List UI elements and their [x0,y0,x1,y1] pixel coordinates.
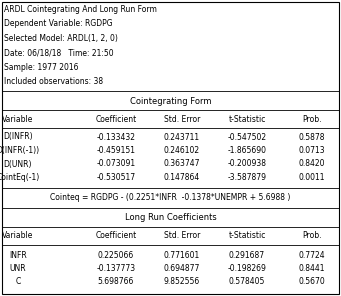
Text: 5.698766: 5.698766 [98,278,134,287]
Text: Dependent Variable: RGDPG: Dependent Variable: RGDPG [4,20,113,28]
Text: -0.547502: -0.547502 [227,133,267,141]
Text: Coefficient: Coefficient [95,115,137,123]
Text: Variable: Variable [2,115,34,123]
Text: Sample: 1977 2016: Sample: 1977 2016 [4,63,78,72]
Text: Coefficient: Coefficient [95,231,137,240]
Text: D(INFR(-1)): D(INFR(-1)) [0,146,40,155]
Text: -0.198269: -0.198269 [227,264,266,273]
Text: 0.8441: 0.8441 [299,264,325,273]
Text: D(INFR): D(INFR) [3,133,33,141]
Text: Prob.: Prob. [302,115,322,123]
Text: 0.8420: 0.8420 [299,160,325,168]
Text: Prob.: Prob. [302,231,322,240]
Text: 0.0011: 0.0011 [299,173,325,182]
Text: -0.073091: -0.073091 [97,160,136,168]
Text: 0.7724: 0.7724 [299,250,325,260]
Text: Date: 06/18/18   Time: 21:50: Date: 06/18/18 Time: 21:50 [4,49,114,57]
Text: CointEq(-1): CointEq(-1) [0,173,40,182]
Text: Included observations: 38: Included observations: 38 [4,78,103,86]
Text: Selected Model: ARDL(1, 2, 0): Selected Model: ARDL(1, 2, 0) [4,34,118,43]
Text: -0.530517: -0.530517 [97,173,136,182]
Text: UNR: UNR [10,264,26,273]
Text: Std. Error: Std. Error [164,115,200,123]
Text: -0.137773: -0.137773 [97,264,136,273]
Text: 0.5670: 0.5670 [299,278,325,287]
Text: -0.200938: -0.200938 [227,160,267,168]
Text: 0.5878: 0.5878 [299,133,325,141]
Text: 0.578405: 0.578405 [229,278,265,287]
Text: Std. Error: Std. Error [164,231,200,240]
Text: 0.0713: 0.0713 [299,146,325,155]
Text: t-Statistic: t-Statistic [228,115,266,123]
Text: ARDL Cointegrating And Long Run Form: ARDL Cointegrating And Long Run Form [4,5,157,14]
Text: -3.587879: -3.587879 [227,173,267,182]
Text: Long Run Coefficients: Long Run Coefficients [124,213,217,223]
Text: Cointegrating Form: Cointegrating Form [130,96,211,105]
Text: t-Statistic: t-Statistic [228,231,266,240]
Text: 0.243711: 0.243711 [164,133,200,141]
Text: 0.225066: 0.225066 [98,250,134,260]
Text: D(UNR): D(UNR) [4,160,32,168]
Text: 0.291687: 0.291687 [229,250,265,260]
Text: 0.363747: 0.363747 [164,160,200,168]
Text: C: C [15,278,20,287]
Text: Variable: Variable [2,231,34,240]
Text: 0.246102: 0.246102 [164,146,200,155]
Text: 0.771601: 0.771601 [164,250,200,260]
Text: -0.459151: -0.459151 [97,146,135,155]
Text: 0.694877: 0.694877 [164,264,200,273]
Text: 0.147864: 0.147864 [164,173,200,182]
Text: INFR: INFR [9,250,27,260]
Text: 9.852556: 9.852556 [164,278,200,287]
Text: -0.133432: -0.133432 [97,133,135,141]
Text: Cointeq = RGDPG - (0.2251*INFR  -0.1378*UNEMPR + 5.6988 ): Cointeq = RGDPG - (0.2251*INFR -0.1378*U… [50,194,291,202]
Text: -1.865690: -1.865690 [227,146,267,155]
